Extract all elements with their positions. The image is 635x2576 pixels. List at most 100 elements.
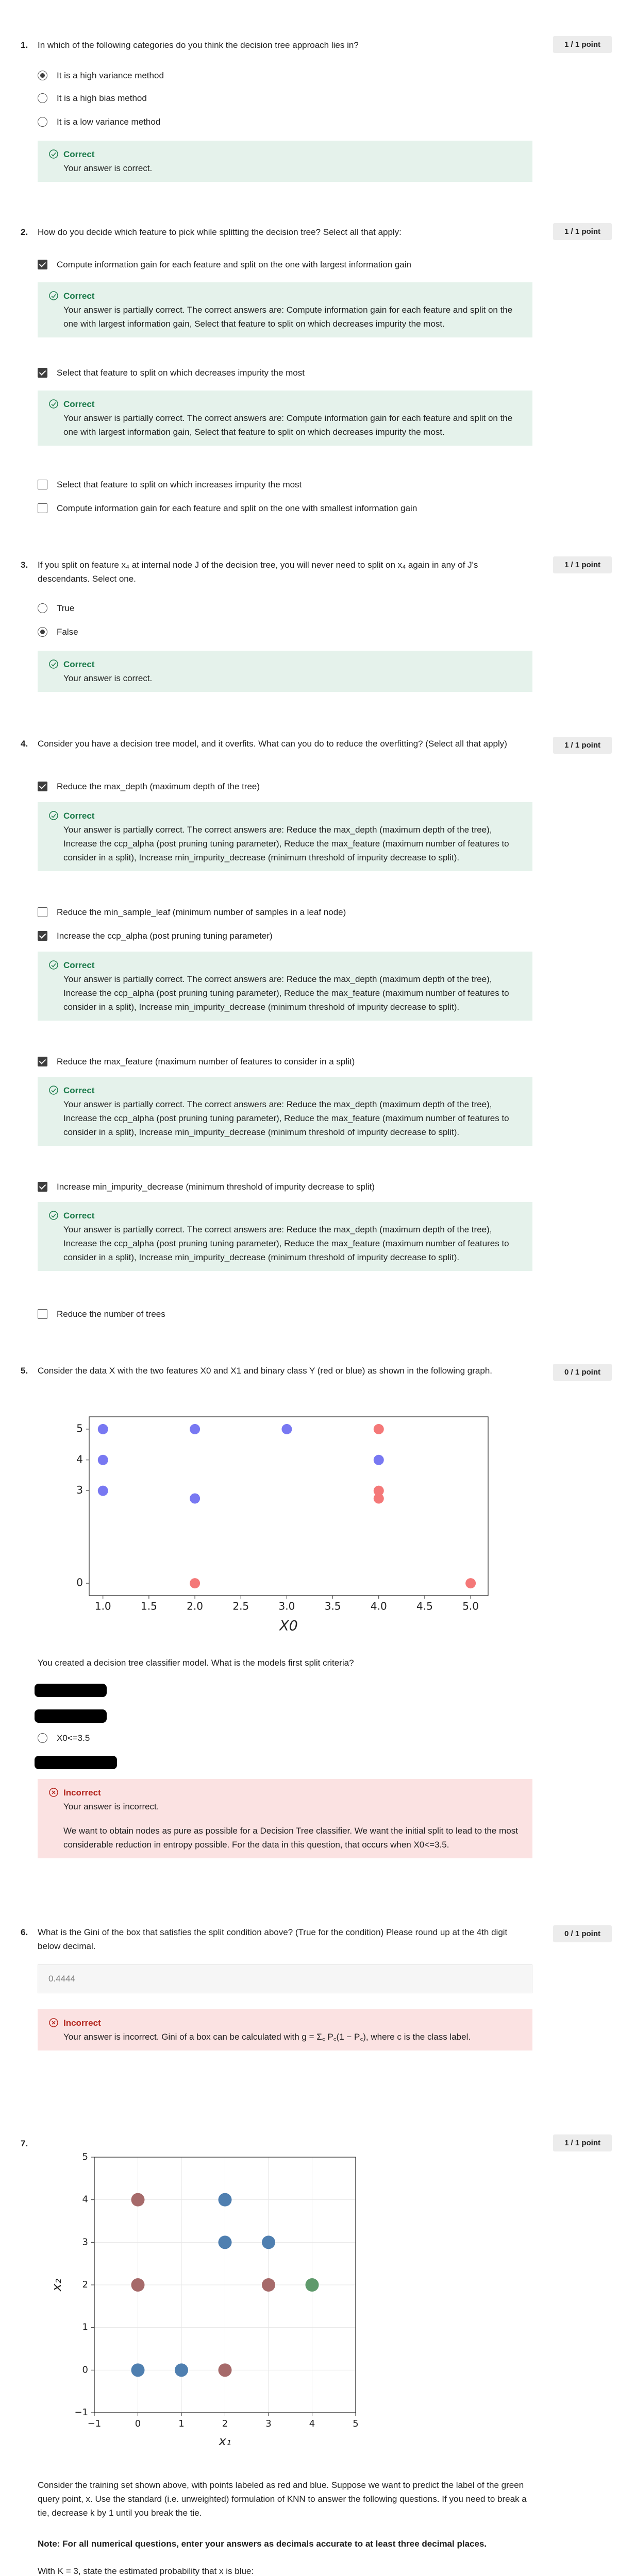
- option[interactable]: Reduce the max_depth (maximum depth of t…: [38, 779, 260, 793]
- point: [190, 1578, 200, 1589]
- point: [131, 2278, 145, 2292]
- x-tick-label: 5.0: [462, 1600, 479, 1613]
- x-tick-label: 1.5: [141, 1600, 157, 1613]
- feedback-text: Your answer is partially correct. The co…: [63, 413, 513, 437]
- answer-input[interactable]: 0.4444: [38, 1964, 532, 1993]
- question-text: Consider the training set shown above, w…: [38, 2480, 527, 2518]
- correct-icon: [49, 1086, 58, 1095]
- correct-icon: [49, 960, 58, 970]
- x-tick-label: 2.0: [187, 1600, 203, 1613]
- x-tick-label: 4: [309, 2418, 315, 2429]
- radio-button[interactable]: [38, 1733, 47, 1743]
- feedback-text: Your answer is partially correct. The co…: [63, 825, 509, 862]
- option[interactable]: Select that feature to split on which de…: [38, 366, 305, 380]
- option-label: Reduce the max_depth (maximum depth of t…: [57, 782, 260, 791]
- point: [373, 1454, 384, 1465]
- y-tick-label: 3: [76, 1484, 83, 1496]
- option[interactable]: False: [38, 625, 78, 639]
- option[interactable]: Compute information gain for each featur…: [38, 501, 417, 515]
- question-prompt: With K = 3, state the estimated probabil…: [38, 2566, 254, 2576]
- question-number: 6.: [21, 1927, 28, 1937]
- feedback-text: Your answer is incorrect.: [63, 1802, 159, 1811]
- option[interactable]: X0<=3.5: [38, 1731, 90, 1745]
- point: [97, 1423, 108, 1434]
- feedback: Correct Your answer is correct.: [38, 141, 532, 182]
- point: [281, 1423, 292, 1434]
- question-prompt: Consider the data X with the two feature…: [38, 1366, 492, 1376]
- option[interactable]: Increase min_impurity_decrease (minimum …: [38, 1180, 375, 1194]
- score: 1 / 1 point: [553, 2134, 612, 2151]
- redacted-option: [35, 1709, 107, 1723]
- option[interactable]: It is a high bias method: [38, 91, 147, 105]
- radio-button[interactable]: [38, 117, 47, 127]
- radio-button[interactable]: [38, 71, 47, 80]
- radio-button[interactable]: [38, 603, 47, 613]
- x-tick-label: 3.5: [325, 1600, 341, 1613]
- option-label: Reduce the max_feature (maximum number o…: [57, 1057, 355, 1066]
- correct-icon: [49, 291, 58, 300]
- option[interactable]: Increase the ccp_alpha (post pruning tun…: [38, 929, 273, 943]
- point: [262, 2235, 275, 2249]
- feedback-text: Your answer is partially correct. The co…: [63, 305, 513, 329]
- checkbox[interactable]: [38, 1057, 47, 1066]
- x-tick-label: 4.5: [416, 1600, 433, 1613]
- question-number: 4.: [21, 739, 28, 749]
- feedback: Incorrect Your answer is incorrect. Gini …: [38, 2009, 532, 2050]
- y-tick-label: 1: [82, 2322, 88, 2333]
- option-label: Increase the ccp_alpha (post pruning tun…: [57, 931, 273, 941]
- feedback: Correct Your answer is partially correct.…: [38, 952, 532, 1021]
- question-prompt: In which of the following categories do …: [38, 40, 359, 50]
- score: 1 / 1 point: [553, 556, 612, 573]
- question-number: 2.: [21, 227, 28, 237]
- option[interactable]: It is a low variance method: [38, 115, 160, 129]
- checkbox[interactable]: [38, 503, 47, 513]
- option[interactable]: Select that feature to split on which in…: [38, 478, 302, 492]
- feedback-status: Correct: [63, 291, 95, 301]
- radio-button[interactable]: [38, 93, 47, 103]
- option[interactable]: True: [38, 601, 74, 615]
- point: [373, 1493, 384, 1504]
- point: [175, 2363, 188, 2377]
- x-tick-label: −1: [88, 2418, 102, 2429]
- correct-icon: [49, 811, 58, 820]
- feedback-status: Correct: [63, 659, 95, 669]
- point: [218, 2363, 232, 2377]
- option-label: False: [57, 627, 78, 637]
- option[interactable]: It is a high variance method: [38, 69, 164, 82]
- point: [218, 2235, 232, 2249]
- y-tick-label: 0: [82, 2364, 88, 2375]
- x-tick-label: 1.0: [95, 1600, 111, 1613]
- x-tick-label: 1: [178, 2418, 184, 2429]
- redacted-option: [35, 1756, 117, 1769]
- redacted-option: [35, 1684, 107, 1697]
- option[interactable]: Reduce the min_sample_leaf (minimum numb…: [38, 905, 346, 919]
- option[interactable]: Reduce the max_feature (maximum number o…: [38, 1055, 355, 1069]
- y-tick-label: 4: [82, 2194, 88, 2205]
- option[interactable]: Reduce the number of trees: [38, 1307, 165, 1321]
- question-number: 7.: [21, 2139, 28, 2148]
- checkbox[interactable]: [38, 260, 47, 269]
- checkbox[interactable]: [38, 907, 47, 917]
- option-label: Select that feature to split on which in…: [57, 480, 302, 489]
- point: [97, 1454, 108, 1465]
- checkbox[interactable]: [38, 1182, 47, 1192]
- score: 1 / 1 point: [553, 737, 612, 754]
- checkbox[interactable]: [38, 480, 47, 489]
- checkbox[interactable]: [38, 368, 47, 378]
- option-label: Compute information gain for each featur…: [57, 260, 411, 269]
- point: [131, 2363, 145, 2377]
- point: [97, 1485, 108, 1496]
- checkbox[interactable]: [38, 931, 47, 941]
- option[interactable]: Compute information gain for each featur…: [38, 258, 411, 272]
- incorrect-icon: [49, 2018, 58, 2027]
- feedback-status: Incorrect: [63, 1788, 101, 1798]
- feedback-status: Correct: [63, 960, 95, 970]
- scatter-chart: −1 0 1 2 3 4 5 −1 0 1 2 3 4 5 x₁ x₂: [49, 2151, 359, 2448]
- x-axis-label: x₁: [218, 2433, 231, 2448]
- radio-button[interactable]: [38, 627, 47, 637]
- checkbox[interactable]: [38, 782, 47, 791]
- checkbox[interactable]: [38, 1309, 47, 1319]
- point: [465, 1578, 476, 1589]
- feedback-status: Correct: [63, 399, 95, 409]
